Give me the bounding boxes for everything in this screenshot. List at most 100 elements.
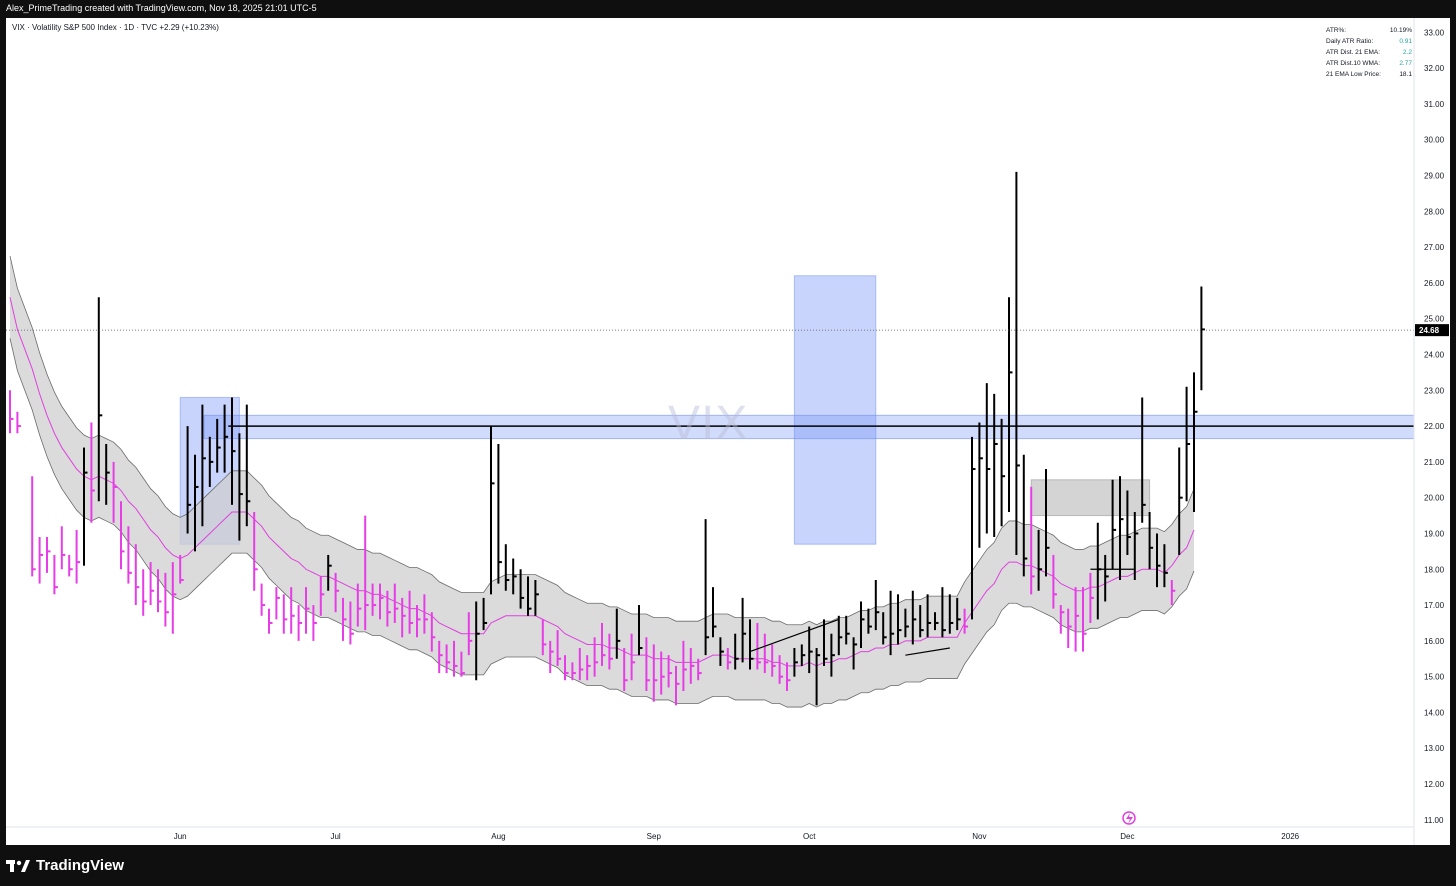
drawing-lines bbox=[6, 329, 1414, 825]
change-value: +2.29 (+10.23%) bbox=[159, 23, 219, 32]
chart-panel[interactable]: 11.00 12.00 13.00 14.00 15.00 16.00 17.00 18.00… bbox=[6, 18, 1450, 845]
ohlc-bar bbox=[194, 454, 199, 552]
time-tick-label: Aug bbox=[491, 832, 505, 841]
ohlc-bar bbox=[630, 633, 636, 681]
ohlc-bar bbox=[1170, 580, 1176, 606]
ohlc-bars bbox=[9, 171, 1205, 706]
ohlc-bar bbox=[416, 605, 421, 638]
ohlc-bar bbox=[1156, 533, 1161, 588]
ohlc-bar bbox=[149, 562, 155, 606]
atr-label: ATR Dist. 21 EMA: bbox=[1326, 49, 1381, 56]
ohlc-bar bbox=[305, 587, 310, 634]
ohlc-bar bbox=[9, 390, 14, 434]
ohlc-bar bbox=[1148, 511, 1154, 570]
ohlc-bar bbox=[497, 443, 502, 584]
ohlc-bar bbox=[134, 544, 140, 606]
brand-name: TradingView bbox=[36, 857, 125, 874]
price-tick-label: 28.00 bbox=[1424, 207, 1445, 216]
ohlc-bar bbox=[527, 576, 532, 616]
ohlc-bar bbox=[1008, 297, 1013, 512]
ohlc-bar bbox=[911, 590, 917, 645]
ohlc-bar bbox=[467, 612, 473, 656]
price-tick-label: 26.00 bbox=[1424, 279, 1445, 288]
ohlc-bar bbox=[1089, 572, 1094, 623]
ohlc-bar bbox=[726, 648, 732, 670]
ohlc-bar bbox=[142, 569, 147, 616]
ohlc-bar bbox=[985, 383, 991, 534]
symbol-legend[interactable]: VIX · Volatility S&P 500 Index · 1D · TV… bbox=[12, 23, 219, 32]
ohlc-bar bbox=[460, 651, 465, 677]
ohlc-bar bbox=[393, 583, 399, 623]
ohlc-bar bbox=[1000, 418, 1006, 527]
ohlc-bar bbox=[16, 411, 21, 434]
price-tick-label: 12.00 bbox=[1424, 780, 1445, 789]
ohlc-bar bbox=[349, 601, 354, 645]
price-tick-label: 14.00 bbox=[1424, 708, 1445, 717]
ohlc-bar bbox=[475, 601, 480, 681]
ohlc-bar bbox=[675, 665, 680, 706]
price-tick-label: 29.00 bbox=[1424, 172, 1445, 181]
ohlc-bar bbox=[793, 648, 798, 677]
ohlc-bar bbox=[897, 594, 902, 645]
ohlc-bar bbox=[771, 644, 776, 677]
price-tick-label: 27.00 bbox=[1424, 243, 1445, 252]
ohlc-bar bbox=[260, 583, 266, 616]
ohlc-bar bbox=[290, 587, 295, 634]
ohlc-bar bbox=[749, 619, 754, 670]
ohlc-bar bbox=[593, 637, 599, 677]
tradingview-logo-icon bbox=[6, 859, 30, 872]
ohlc-bar bbox=[379, 583, 384, 620]
ohlc-bar bbox=[608, 633, 613, 670]
ohlc-bar bbox=[60, 526, 66, 570]
highlight-box-2 bbox=[793, 275, 877, 545]
ohlc-bar bbox=[697, 658, 702, 681]
footer-bar: TradingView bbox=[0, 845, 1456, 886]
ohlc-bar bbox=[386, 590, 391, 627]
time-tick-label: Nov bbox=[972, 832, 986, 841]
price-axis[interactable]: 11.00 12.00 13.00 14.00 15.00 16.00 17.00 18.00… bbox=[1413, 18, 1449, 845]
ohlc-bar bbox=[445, 644, 451, 674]
ohlc-bar bbox=[578, 648, 584, 681]
time-axis[interactable]: Jun Jul Aug Sep Oct Nov Dec 2026 bbox=[6, 826, 1414, 841]
price-tick-label: 22.00 bbox=[1424, 422, 1445, 431]
ohlc-bar bbox=[926, 594, 932, 638]
ohlc-bar bbox=[1126, 490, 1131, 555]
trend-line-1 bbox=[749, 618, 840, 653]
ohlc-bar bbox=[245, 404, 251, 527]
ohlc-bar bbox=[1119, 476, 1124, 581]
ohlc-bar bbox=[778, 655, 784, 684]
ohlc-bar bbox=[1030, 486, 1035, 595]
tradingview-logo[interactable]: TradingView bbox=[6, 857, 124, 874]
ohlc-bar bbox=[704, 519, 710, 656]
ohlc-bar bbox=[327, 554, 332, 591]
ohlc-bar bbox=[356, 583, 362, 627]
chart-canvas[interactable]: 11.00 12.00 13.00 14.00 15.00 16.00 17.00 18.00… bbox=[6, 18, 1450, 845]
ohlc-bar bbox=[1193, 372, 1198, 512]
atr-label: ATR%: bbox=[1326, 27, 1347, 34]
ohlc-bar bbox=[319, 576, 325, 616]
ohlc-bar bbox=[1104, 554, 1109, 602]
flash-logo-icon bbox=[1122, 811, 1136, 825]
price-tick-label: 32.00 bbox=[1424, 64, 1445, 73]
symbol-line: VIX · Volatility S&P 500 Index · 1D · TV… bbox=[12, 23, 158, 32]
price-tick-label: 20.00 bbox=[1424, 494, 1445, 503]
price-tick-label: 16.00 bbox=[1424, 637, 1445, 646]
ohlc-bar bbox=[934, 612, 939, 631]
credit-bar: Alex_PrimeTrading created with TradingVi… bbox=[0, 0, 1456, 18]
price-tick-label: 15.00 bbox=[1424, 673, 1445, 682]
ohlc-bar bbox=[75, 529, 81, 584]
ohlc-bar bbox=[845, 615, 850, 645]
price-tick-label: 21.00 bbox=[1424, 458, 1445, 467]
ohlc-bar bbox=[667, 655, 673, 688]
ohlc-bar bbox=[68, 554, 73, 577]
time-tick-label: Jul bbox=[330, 832, 340, 841]
ohlc-bar bbox=[601, 622, 606, 666]
ohlc-bar bbox=[689, 648, 695, 684]
ohlc-bar bbox=[556, 630, 562, 666]
ohlc-bar bbox=[756, 622, 761, 670]
ohlc-bar bbox=[105, 443, 110, 505]
price-tick-label: 24.00 bbox=[1424, 350, 1445, 359]
ohlc-bar bbox=[401, 597, 406, 638]
ohlc-bar bbox=[512, 558, 517, 595]
ohlc-bar bbox=[993, 393, 998, 538]
